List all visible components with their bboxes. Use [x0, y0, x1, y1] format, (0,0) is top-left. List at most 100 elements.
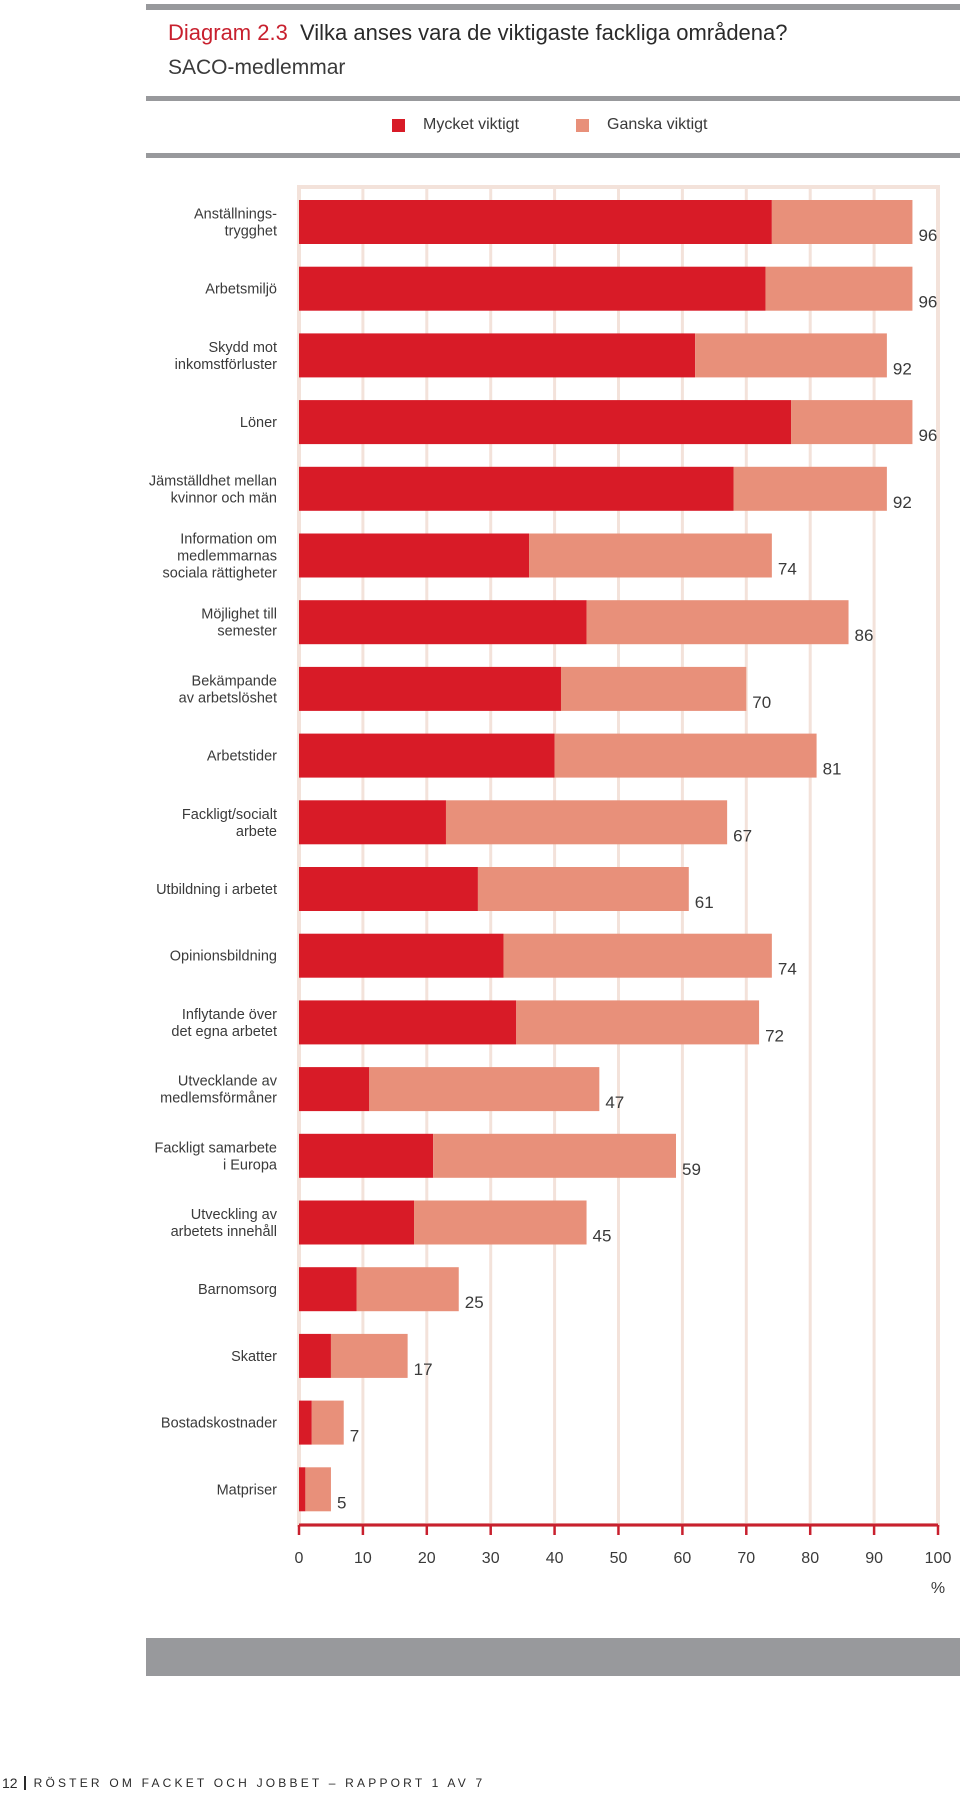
category-label-line: inkomstförluster [175, 357, 278, 373]
category-label-line: det egna arbetet [171, 1024, 277, 1040]
category-label: Utveckling av arbetets innehåll [171, 1207, 278, 1240]
bar-very-important [299, 266, 766, 311]
total-label: 47 [605, 1093, 624, 1112]
category-label-line: Information om [180, 532, 277, 548]
bar-fairly-important [477, 867, 689, 911]
bar-fairly-important [414, 1200, 587, 1245]
category-label-line: Arbetsmiljö [205, 282, 277, 298]
total-label: 74 [778, 960, 797, 979]
x-tick-label: 40 [546, 1550, 564, 1567]
bar-fairly-important [445, 800, 728, 845]
category-label-line: Fackligt samarbete [155, 1140, 278, 1156]
total-label: 7 [350, 1427, 359, 1446]
category-label-line: Bekämpande [192, 673, 277, 689]
bar-very-important [299, 1200, 415, 1245]
category-label: Utbildning i arbetet [156, 882, 277, 898]
bar-very-important [299, 1267, 357, 1312]
legend-swatch-very-important [392, 118, 405, 132]
total-label: 81 [823, 760, 842, 779]
bar-very-important [299, 1333, 331, 1378]
chart-subtitle: SACO-medlemmar [168, 56, 346, 79]
bar-fairly-important [305, 1467, 331, 1512]
total-label: 67 [733, 826, 752, 845]
category-label-line: Skatter [231, 1349, 277, 1365]
category-label-line: kvinnor och män [171, 490, 277, 506]
category-label-line: Opinionsbildning [170, 949, 277, 965]
category-label: Skydd mot inkomstförluster [175, 340, 278, 373]
page-number: 12 [0, 1776, 26, 1790]
category-label: Jämställdhet mellan kvinnor och män [149, 473, 277, 506]
total-label: 92 [893, 493, 912, 512]
bar-fairly-important [503, 933, 772, 978]
diagram-number: Diagram 2.3 [168, 20, 288, 45]
total-label: 5 [337, 1493, 346, 1512]
category-label-line: Utveckling av [191, 1207, 278, 1223]
bar-very-important [299, 1467, 306, 1512]
legend-label-fairly-important: Ganska viktigt [607, 116, 708, 133]
category-label-line: i Europa [223, 1157, 278, 1173]
total-label: 59 [682, 1160, 701, 1179]
bar-fairly-important [356, 1267, 459, 1312]
category-label-line: medlemmarnas [177, 549, 277, 565]
bar-very-important [299, 1067, 370, 1112]
category-label-line: Anställnings- [194, 207, 277, 223]
category-label: Utvecklande av medlemsförmåner [160, 1074, 278, 1107]
legend-fairly-important: Ganska viktigt [576, 116, 707, 134]
category-label-line: av arbetslöshet [179, 690, 277, 706]
x-tick-label: 80 [801, 1550, 819, 1567]
legend-swatch-fairly-important [576, 118, 589, 132]
category-label: Möjlighet till semester [201, 607, 277, 640]
category-label-line: Utvecklande av [178, 1074, 278, 1090]
top-rule [146, 4, 960, 10]
bar-very-important [299, 333, 696, 378]
category-label: Matpriser [217, 1482, 278, 1498]
bar-fairly-important [554, 733, 817, 778]
category-label-line: Barnomsorg [198, 1282, 277, 1298]
x-tick-label: 90 [865, 1550, 883, 1567]
x-tick-label: 60 [674, 1550, 692, 1567]
bar-very-important [299, 933, 504, 978]
x-tick-label: 30 [482, 1550, 500, 1567]
total-label: 74 [778, 560, 797, 579]
chart-title: Diagram 2.3 Vilka anses vara de viktigas… [168, 20, 788, 46]
total-label: 61 [695, 893, 714, 912]
x-tick-label: 50 [610, 1550, 628, 1567]
category-label: Bekämpande av arbetslöshet [179, 673, 277, 706]
bar-fairly-important [791, 400, 913, 445]
category-label-line: Fackligt/socialt [182, 807, 277, 823]
category-label-line: Arbetstider [207, 749, 277, 765]
bar-very-important [299, 600, 587, 645]
bar-very-important [299, 800, 446, 845]
total-label: 86 [855, 626, 874, 645]
category-label: Fackligt samarbete i Europa [155, 1140, 278, 1173]
category-label: Löner [240, 415, 277, 431]
category-label-line: Utbildning i arbetet [156, 882, 277, 898]
category-label: Fackligt/socialt arbete [182, 807, 277, 840]
category-label: Skatter [231, 1349, 277, 1365]
bar-very-important [299, 666, 561, 711]
bar-fairly-important [560, 666, 747, 711]
bar-fairly-important [433, 1133, 677, 1178]
bar-very-important [299, 200, 772, 244]
bar-very-important [299, 867, 478, 911]
category-label-line: semester [217, 624, 277, 640]
bar-fairly-important [369, 1067, 600, 1112]
bar-fairly-important [330, 1333, 408, 1378]
legend-label-very-important: Mycket viktigt [423, 116, 520, 133]
x-tick-label: 100 [925, 1550, 952, 1567]
x-tick-label: 70 [737, 1550, 755, 1567]
x-axis-label: % [931, 1580, 945, 1597]
category-label: Bostadskostnader [161, 1416, 277, 1432]
stacked-bar-chart: 96 Anställnings-trygghet 96 Arbetsmiljö 92 Sk… [149, 185, 952, 1597]
category-label: Arbetsmiljö [205, 282, 277, 298]
legend-very-important: Mycket viktigt [392, 116, 519, 134]
category-label-line: Möjlighet till [201, 607, 277, 623]
bar-fairly-important [771, 200, 913, 244]
x-tick-label: 0 [295, 1550, 304, 1567]
category-label-line: Inflytande över [182, 1007, 277, 1023]
total-label: 72 [765, 1026, 784, 1045]
category-label: Barnomsorg [198, 1282, 277, 1298]
bar-very-important [299, 533, 530, 578]
bar-fairly-important [733, 466, 887, 511]
category-label: Anställnings-trygghet [194, 207, 277, 240]
